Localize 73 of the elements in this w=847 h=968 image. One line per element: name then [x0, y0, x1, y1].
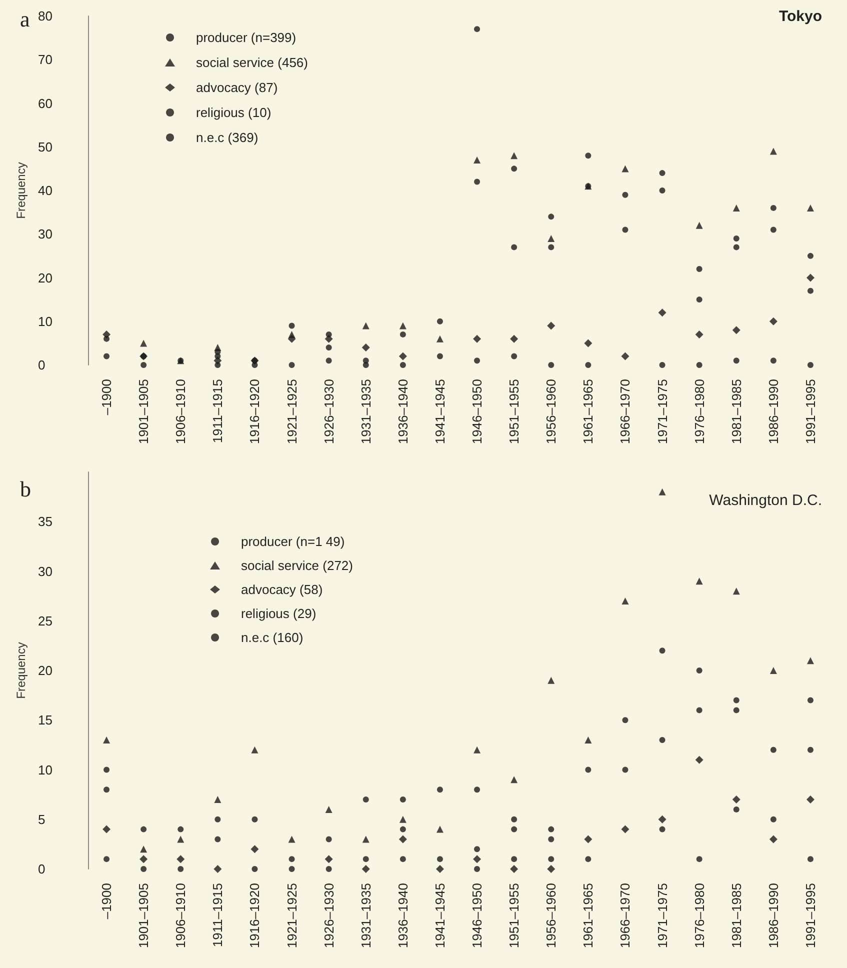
legend-label: advocacy (58) — [241, 582, 323, 597]
x-tick-label: 1976–1980 — [692, 883, 707, 948]
y-tick-label: 25 — [38, 613, 52, 628]
x-tick-label: –1900 — [99, 379, 114, 416]
legend-label: social service (456) — [196, 55, 308, 70]
x-tick-label: 1906–1910 — [173, 883, 188, 948]
x-tick-label: 1921–1925 — [284, 883, 300, 948]
chart-title: Tokyo — [778, 8, 822, 25]
legend-label: advocacy (87) — [196, 80, 278, 95]
x-tick-label: 1976–1980 — [692, 379, 707, 444]
y-tick-label: 10 — [38, 314, 52, 329]
y-tick-label: 30 — [38, 226, 52, 242]
x-tick-label: 1936–1940 — [395, 883, 410, 948]
x-tick-label: 1911–1915 — [210, 379, 226, 444]
y-tick-label: 35 — [38, 514, 52, 530]
y-tick-label: 40 — [38, 183, 52, 198]
text: b — [20, 476, 31, 502]
x-tick-label: 1921–1925 — [284, 379, 300, 444]
legend-label: social service (272) — [241, 558, 353, 573]
x-tick-label: 1951–1955 — [506, 379, 522, 444]
y-tick-label: 80 — [38, 8, 52, 24]
x-tick-label: 1931–1935 — [358, 883, 374, 948]
x-tick-label: 1901–1905 — [136, 379, 152, 444]
x-tick-label: 1986–1990 — [766, 883, 781, 948]
x-tick-label: 1986–1990 — [766, 379, 781, 444]
x-tick-label: 1961–1965 — [580, 379, 596, 444]
x-tick-label: 1956–1960 — [544, 379, 559, 444]
x-tick-label: 1946–1950 — [470, 379, 485, 444]
y-tick-label: 15 — [38, 712, 52, 728]
x-tick-label: 1971–1975 — [654, 379, 670, 444]
x-tick-label: 1981–1985 — [728, 379, 744, 444]
x-tick-label: 1956–1960 — [544, 883, 559, 948]
x-tick-label: 1926–1930 — [321, 883, 336, 948]
y-tick-label: 0 — [38, 862, 46, 876]
x-tick-label: 1916–1920 — [247, 883, 262, 948]
x-tick-label: 1916–1920 — [247, 379, 262, 444]
x-tick-label: 1981–1985 — [728, 883, 744, 948]
legend-label: n.e.c (369) — [196, 130, 258, 145]
y-tick-label: 10 — [38, 762, 52, 778]
y-tick-label: 50 — [38, 139, 52, 154]
legend-label: producer (n=1 49) — [241, 534, 345, 549]
x-tick-label: 1911–1915 — [210, 883, 226, 948]
y-tick-label: 70 — [38, 52, 52, 68]
x-tick-label: 1936–1940 — [395, 379, 410, 444]
x-tick-label: 1941–1945 — [432, 379, 448, 444]
y-tick-label: 30 — [38, 564, 52, 579]
x-tick-label: 1991–1995 — [802, 883, 818, 948]
y-axis-title: Frequency — [14, 642, 28, 699]
x-tick-label: –1900 — [99, 883, 114, 920]
text: Washington D.C. — [709, 492, 822, 509]
legend-label: n.e.c (160) — [241, 630, 304, 645]
y-tick-label: 5 — [38, 812, 46, 827]
x-tick-label: 1961–1965 — [580, 883, 596, 948]
y-tick-label: 20 — [38, 270, 52, 286]
y-tick-label: 60 — [38, 96, 52, 111]
y-tick-label: 0 — [38, 358, 46, 372]
x-tick-label: 1931–1935 — [358, 379, 374, 444]
x-tick-label: 1906–1910 — [173, 379, 188, 444]
legend-label: producer (n=399) — [196, 30, 296, 45]
x-tick-label: 1941–1945 — [432, 883, 448, 948]
text: a — [20, 6, 30, 32]
x-tick-label: 1951–1955 — [506, 883, 522, 948]
y-axis-title: Frequency — [14, 162, 28, 219]
x-tick-label: 1966–1970 — [618, 379, 633, 444]
y-tick-label: 20 — [38, 663, 52, 678]
x-tick-label: 1991–1995 — [802, 379, 818, 444]
x-tick-label: 1971–1975 — [654, 883, 670, 948]
x-tick-label: 1966–1970 — [618, 883, 633, 948]
x-tick-label: 1946–1950 — [470, 883, 485, 948]
x-tick-label: 1901–1905 — [136, 883, 152, 948]
legend-label: religious (10) — [196, 105, 272, 120]
legend-label: religious (29) — [241, 606, 316, 621]
x-tick-label: 1926–1930 — [321, 379, 336, 444]
